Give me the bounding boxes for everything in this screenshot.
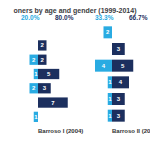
svg-text:1: 1 (34, 114, 38, 120)
svg-text:80.0%: 80.0% (55, 14, 74, 21)
svg-text:66.7%: 66.7% (129, 14, 148, 21)
svg-text:2: 2 (32, 85, 36, 91)
svg-text:2: 2 (106, 29, 110, 35)
svg-text:3: 3 (43, 85, 47, 91)
svg-text:7: 7 (51, 100, 55, 106)
svg-text:5: 5 (121, 63, 125, 69)
svg-text:oners by age and gender (1999-: oners by age and gender (1999-2014) (14, 7, 137, 15)
svg-text:Barroso II (2010): Barroso II (2010) (112, 128, 150, 134)
svg-text:33.3%: 33.3% (95, 14, 114, 21)
svg-text:1: 1 (108, 79, 112, 85)
svg-text:3: 3 (117, 96, 121, 102)
svg-text:2: 2 (41, 57, 45, 63)
svg-text:1: 1 (108, 113, 112, 119)
svg-text:3: 3 (117, 46, 121, 52)
svg-text:1: 1 (108, 96, 112, 102)
svg-text:1: 1 (34, 71, 38, 77)
svg-text:20.0%: 20.0% (21, 14, 40, 21)
svg-text:2: 2 (32, 57, 36, 63)
svg-text:4: 4 (102, 63, 106, 69)
svg-text:5: 5 (47, 71, 51, 77)
svg-text:Barroso I (2004): Barroso I (2004) (38, 128, 83, 134)
svg-text:2: 2 (41, 42, 45, 48)
svg-text:4: 4 (119, 79, 123, 85)
svg-text:3: 3 (117, 113, 121, 119)
